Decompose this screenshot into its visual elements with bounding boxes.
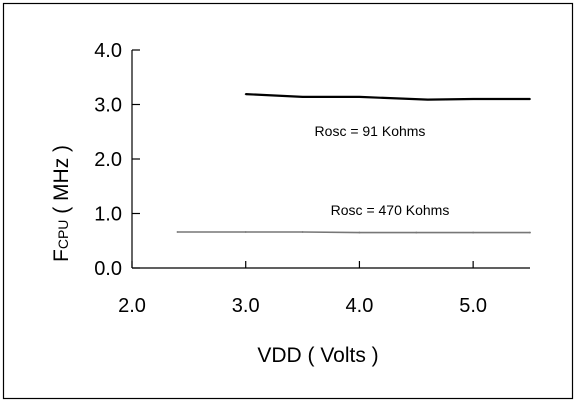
y-axis-label-sub: CPU <box>55 220 71 250</box>
x-ticks: 2.0 3.0 4.0 5.0 <box>118 261 487 317</box>
y-tick-label: 2.0 <box>94 149 122 171</box>
series-labels: Rosc = 91 Kohms Rosc = 470 Kohms <box>315 123 450 218</box>
data-point <box>529 98 531 100</box>
y-ticks: 0.0 1.0 2.0 3.0 4.0 <box>94 40 140 280</box>
x-tick-label: 5.0 <box>459 295 487 317</box>
x-axis-label: VDD ( Volts ) <box>257 344 378 367</box>
y-tick-label: 3.0 <box>94 95 122 117</box>
series-line-2 <box>177 231 530 234</box>
series-group <box>176 93 531 234</box>
y-axis-label: FCPU ( MHz ) <box>50 145 73 262</box>
data-point <box>176 231 179 233</box>
x-tick-label: 4.0 <box>346 295 374 317</box>
data-point <box>472 231 475 234</box>
series-label-2: Rosc = 470 Kohms <box>331 202 450 218</box>
x-tick-label: 3.0 <box>232 295 260 317</box>
data-point <box>244 93 247 96</box>
y-axis-label-main: F <box>50 249 73 262</box>
data-point <box>301 231 304 233</box>
data-point <box>426 98 429 101</box>
x-tick-label: 2.0 <box>118 295 146 317</box>
y-tick-label: 4.0 <box>94 40 122 62</box>
data-point <box>529 231 531 234</box>
series-line-1 <box>245 93 530 101</box>
data-point <box>301 95 304 98</box>
y-tick-label: 1.0 <box>94 204 122 226</box>
y-tick-label: 0.0 <box>94 258 122 280</box>
y-axis-label-unit: ( MHz ) <box>50 145 73 220</box>
data-point <box>472 98 475 100</box>
data-point <box>358 231 361 234</box>
outer-border <box>2 2 574 400</box>
data-point <box>244 231 247 233</box>
series-label-1: Rosc = 91 Kohms <box>315 123 426 139</box>
data-point <box>358 95 361 98</box>
data-point <box>415 231 418 234</box>
